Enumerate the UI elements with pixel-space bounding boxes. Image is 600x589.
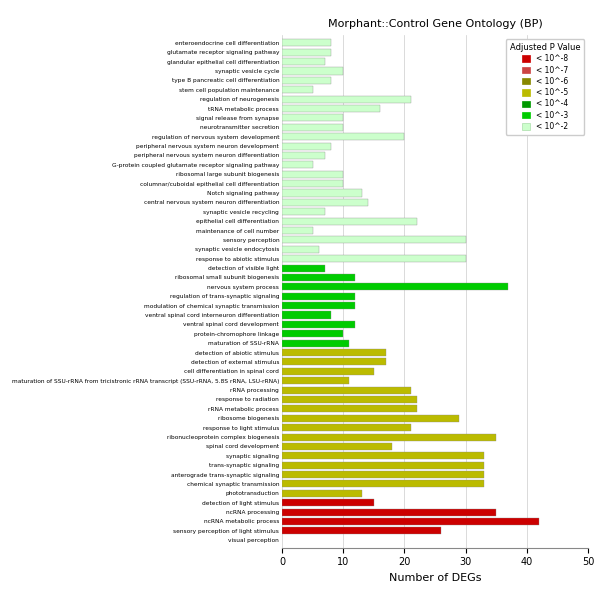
Bar xyxy=(282,180,343,187)
Bar xyxy=(282,321,355,328)
Bar xyxy=(282,481,484,488)
Bar xyxy=(282,415,460,422)
Bar xyxy=(282,152,325,159)
Bar xyxy=(282,227,313,234)
Bar xyxy=(282,218,416,224)
Bar xyxy=(282,452,484,459)
Bar xyxy=(282,396,416,403)
Bar xyxy=(282,95,410,102)
Bar xyxy=(282,274,355,281)
Bar xyxy=(282,293,355,300)
Bar xyxy=(282,359,386,365)
Bar xyxy=(282,143,331,150)
Bar xyxy=(282,330,343,337)
Bar xyxy=(282,199,368,206)
Bar xyxy=(282,236,466,243)
Bar xyxy=(282,499,374,506)
Bar xyxy=(282,68,343,75)
Bar xyxy=(282,443,392,450)
Bar xyxy=(282,302,355,309)
Bar xyxy=(282,39,331,47)
X-axis label: Number of DEGs: Number of DEGs xyxy=(389,573,481,583)
Bar xyxy=(282,283,508,290)
Bar xyxy=(282,349,386,356)
Bar xyxy=(282,49,331,56)
Bar xyxy=(282,312,331,319)
Bar xyxy=(282,190,362,197)
Bar xyxy=(282,508,496,515)
Bar xyxy=(282,377,349,384)
Bar xyxy=(282,462,484,469)
Bar xyxy=(282,124,343,131)
Bar xyxy=(282,405,416,412)
Bar xyxy=(282,340,349,347)
Bar xyxy=(282,58,325,65)
Bar xyxy=(282,246,319,253)
Bar xyxy=(282,209,325,216)
Bar xyxy=(282,264,325,272)
Bar xyxy=(282,518,539,525)
Bar xyxy=(282,434,496,441)
Bar xyxy=(282,368,374,375)
Bar xyxy=(282,114,343,121)
Bar xyxy=(282,424,410,431)
Bar xyxy=(282,133,404,140)
Bar xyxy=(282,105,380,112)
Bar xyxy=(282,77,331,84)
Bar xyxy=(282,490,362,497)
Bar xyxy=(282,255,466,262)
Bar xyxy=(282,86,313,93)
Bar xyxy=(282,171,343,178)
Bar xyxy=(282,386,410,393)
Bar xyxy=(282,471,484,478)
Bar xyxy=(282,527,441,534)
Legend: < 10^-8, < 10^-7, < 10^-6, < 10^-5, < 10^-4, < 10^-3, < 10^-2: < 10^-8, < 10^-7, < 10^-6, < 10^-5, < 10… xyxy=(506,39,584,135)
Title: Morphant::Control Gene Ontology (BP): Morphant::Control Gene Ontology (BP) xyxy=(328,19,542,29)
Bar xyxy=(282,161,313,168)
